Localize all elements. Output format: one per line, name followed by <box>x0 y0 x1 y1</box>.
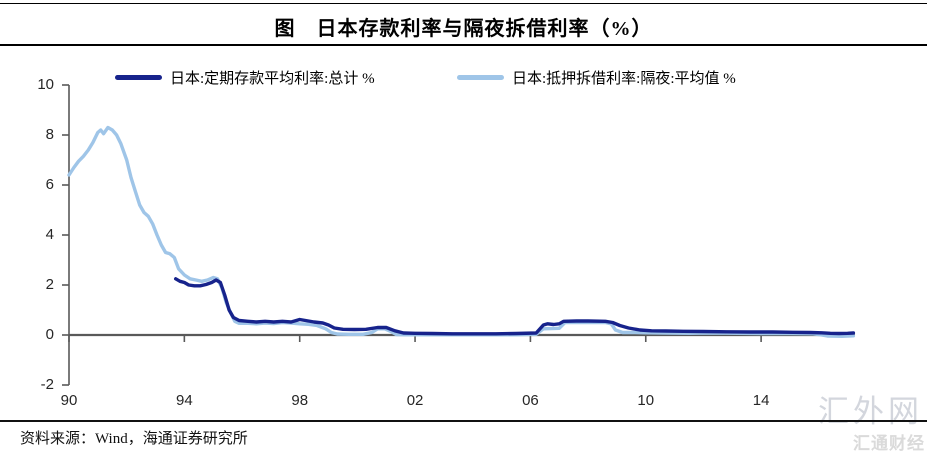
y-tick-label: 4 <box>45 226 54 243</box>
y-tick-label: 0 <box>45 326 54 343</box>
legend-item-deposit-rate: 日本:定期存款平均利率:总计 % <box>115 66 375 88</box>
y-tick-label: 2 <box>45 276 54 293</box>
x-tick-label: 98 <box>291 392 309 409</box>
x-tick-label: 06 <box>522 392 539 409</box>
x-tick-label: 10 <box>637 392 655 409</box>
y-tick-label: 10 <box>37 76 54 93</box>
legend-label-call-rate: 日本:抵押拆借利率:隔夜:平均值 % <box>512 70 736 87</box>
chart-title: 图 日本存款利率与隔夜拆借利率（%） <box>274 18 653 40</box>
call-rate-line <box>67 125 856 338</box>
call-rate-line-swatch <box>457 74 504 80</box>
y-tick-label: 8 <box>45 126 54 143</box>
y-tick-label: -2 <box>40 376 54 393</box>
top-border <box>0 3 927 4</box>
legend: 日本:定期存款平均利率:总计 % 日本:抵押拆借利率:隔夜:平均值 % <box>0 66 927 88</box>
x-tick-label: 94 <box>176 392 193 409</box>
legend-label-deposit-rate: 日本:定期存款平均利率:总计 % <box>170 70 375 87</box>
y-tick-label: 6 <box>45 176 54 193</box>
deposit-rate-line <box>174 277 856 336</box>
x-tick-label: 90 <box>60 392 78 409</box>
deposit-rate-line-swatch <box>115 74 162 80</box>
footer-divider <box>0 420 927 422</box>
watermark-logo: 汇通财经 <box>853 434 925 453</box>
legend-item-call-rate: 日本:抵押拆借利率:隔夜:平均值 % <box>457 66 736 88</box>
source-note: 资料来源：Wind，海通证券研究所 <box>20 431 248 447</box>
title-divider <box>0 44 927 46</box>
x-tick-label: 02 <box>406 392 424 409</box>
x-tick-label: 14 <box>752 392 770 409</box>
watermark-text: 汇外网 <box>818 394 923 429</box>
